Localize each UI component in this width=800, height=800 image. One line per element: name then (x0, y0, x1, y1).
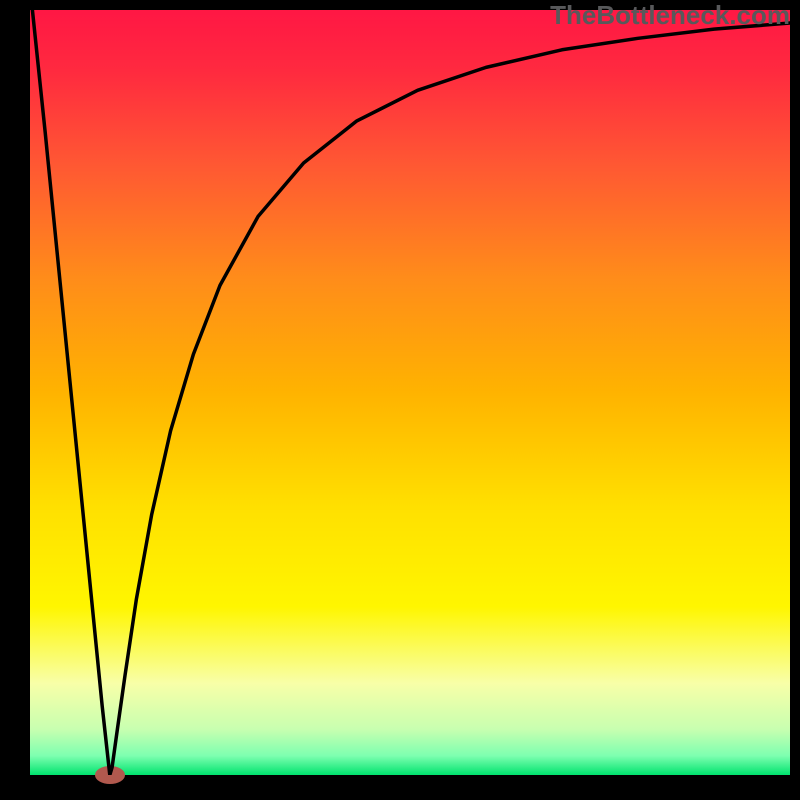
chart-container: TheBottleneck.com (0, 0, 800, 800)
curve-layer (30, 10, 790, 775)
watermark-label: TheBottleneck.com (550, 0, 790, 31)
plot-area (30, 10, 790, 775)
bottleneck-curve (30, 10, 790, 775)
